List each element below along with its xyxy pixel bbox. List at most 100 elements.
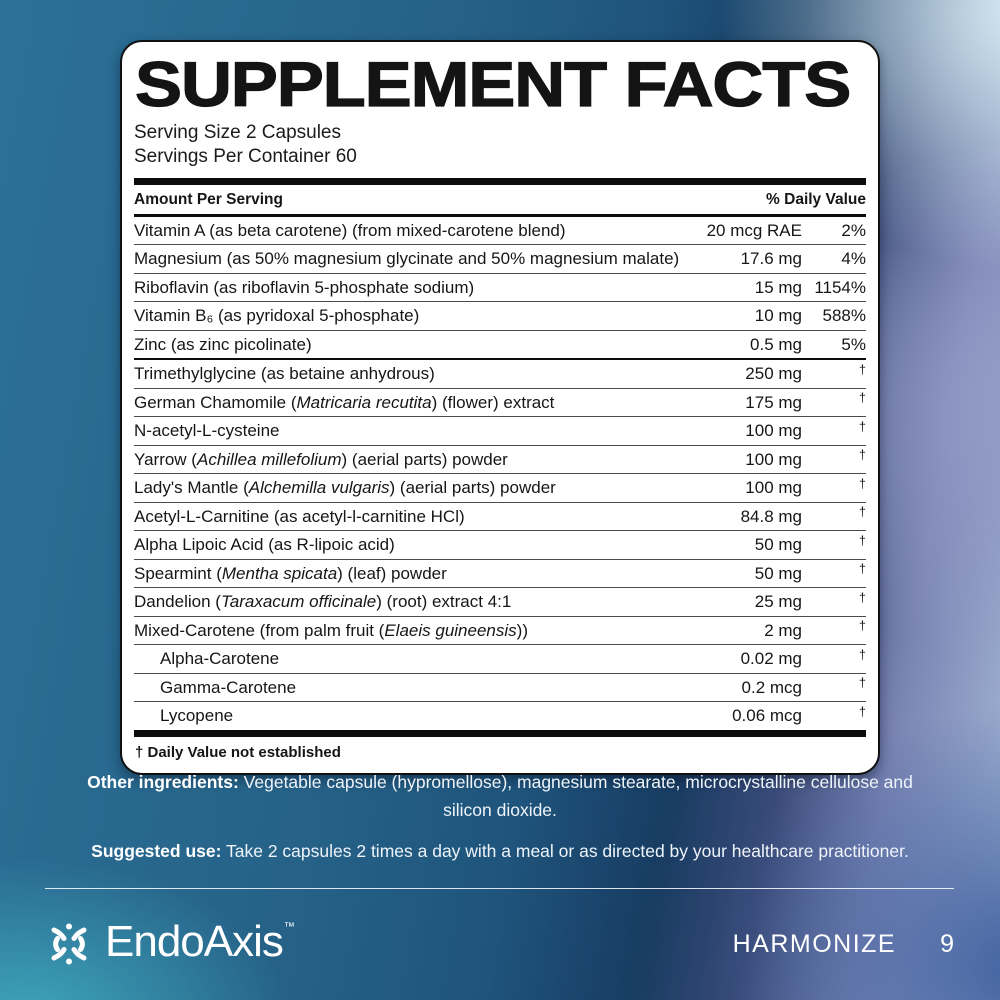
ingredient-dv: † [859,590,866,605]
ingredient-row: Alpha Lipoic Acid (as R-lipoic acid) 50 … [134,531,866,560]
ingredient-name: Riboflavin (as riboflavin 5-phosphate so… [134,277,475,297]
thick-separator-bottom [134,729,866,737]
serving-size-line: Serving Size 2 Capsules [134,122,341,143]
ingredient-amount: 50 mg [754,535,802,555]
ingredient-amount: 250 mg [745,364,802,384]
ingredient-amount: 0.2 mcg [741,677,802,697]
ingredient-amount: 84.8 mg [740,506,802,526]
ingredient-row: Acetyl-L-Carnitine (as acetyl-l-carnitin… [134,503,866,532]
ingredient-row: Lady's Mantle (Alchemilla vulgaris) (aer… [134,474,866,503]
ingredient-dv: † [859,448,866,463]
ingredient-row: Riboflavin (as riboflavin 5-phosphate so… [134,274,866,303]
ingredient-row: Magnesium (as 50% magnesium glycinate an… [134,245,866,274]
ingredient-amount: 25 mg [754,592,802,612]
ingredient-name: German Chamomile (Matricaria recutita) (… [134,392,555,412]
endoaxis-logo: EndoAxis™ [45,917,295,968]
ingredient-name: Vitamin A (as beta carotene) (from mixed… [134,220,566,240]
brand-bar: EndoAxis™ HARMONIZE 9 [45,906,954,982]
ingredient-amount: 20 mcg RAE [706,220,802,240]
ingredient-dv: 4% [841,249,866,269]
ingredient-name: Yarrow (Achillea millefolium) (aerial pa… [134,449,508,469]
footer-divider [45,888,954,889]
amount-header-label: Amount Per Serving [134,190,283,208]
ingredient-name: Trimethylglycine (as betaine anhydrous) [134,364,435,384]
ingredient-dv: † [859,533,866,548]
ingredient-dv: † [859,676,866,691]
servings-per-container-line: Servings Per Container 60 [134,145,357,167]
brand-wordmark: EndoAxis [105,917,284,966]
ingredient-name: Lycopene [160,706,234,726]
ingredient-row: N-acetyl-L-cysteine 100 mg † [134,417,866,446]
suggested-use-body: Take 2 capsules 2 times a day with a mea… [221,841,909,861]
ingredient-row: German Chamomile (Matricaria recutita) (… [134,389,866,418]
ingredient-row: Dandelion (Taraxacum officinale) (root) … [134,588,866,617]
ingredient-name: Alpha-Carotene [160,649,280,669]
ingredient-dv: 2% [841,220,866,240]
ingredient-amount: 0.5 mg [750,334,802,354]
ingredient-name: Magnesium (as 50% magnesium glycinate an… [134,249,680,269]
facts-table-rows: Vitamin A (as beta carotene) (from mixed… [134,217,866,730]
product-number: 9 [940,929,954,958]
ingredient-amount: 50 mg [754,563,802,583]
supplement-facts-panel: SUPPLEMENT FACTS Serving Size 2 Capsules… [120,40,880,775]
daily-value-footnote: † Daily Value not established [135,743,341,761]
ingredient-row: Zinc (as zinc picolinate) 0.5 mg 5% [134,331,866,361]
ingredient-dv: † [859,619,866,634]
thick-separator-top [134,177,866,185]
ingredient-dv: † [859,647,866,662]
ingredient-amount: 2 mg [764,620,802,640]
other-ingredients-text: Other ingredients: Vegetable capsule (hy… [80,768,920,824]
ingredient-amount: 17.6 mg [740,249,802,269]
ingredient-dv: † [859,362,866,377]
ingredient-name: Acetyl-L-Carnitine (as acetyl-l-carnitin… [134,506,465,526]
ingredient-row: Alpha-Carotene 0.02 mg † [134,645,866,674]
ingredient-row: Lycopene 0.06 mcg † [134,702,866,730]
ingredient-dv: 5% [841,334,866,354]
ingredient-name: Zinc (as zinc picolinate) [134,334,312,354]
suggested-use-label: Suggested use: [91,841,222,861]
ingredient-row: Yarrow (Achillea millefolium) (aerial pa… [134,446,866,475]
ingredient-name: Gamma-Carotene [160,677,297,697]
brand-name: EndoAxis™ [105,917,295,966]
ingredient-row: Vitamin B₆ (as pyridoxal 5-phosphate) 10… [134,302,866,331]
ingredient-row: Spearmint (Mentha spicata) (leaf) powder… [134,560,866,589]
ingredient-dv: 1154% [814,277,866,297]
ingredient-name: Alpha Lipoic Acid (as R-lipoic acid) [134,535,395,555]
ingredient-amount: 100 mg [745,421,802,441]
ingredient-name: Mixed-Carotene (from palm fruit (Elaeis … [134,620,528,640]
ingredient-amount: 0.02 mg [740,649,802,669]
ingredient-name: Spearmint (Mentha spicata) (leaf) powder [134,563,447,583]
ingredient-amount: 0.06 mcg [732,706,802,726]
facts-header-row: Amount Per Serving % Daily Value [134,185,866,217]
ingredient-name: Vitamin B₆ (as pyridoxal 5-phosphate) [134,306,420,326]
ingredient-name: N-acetyl-L-cysteine [134,421,280,441]
other-ingredients-label: Other ingredients: [87,772,239,792]
ingredient-dv: † [859,562,866,577]
ingredient-dv: 588% [822,306,866,326]
ingredient-dv: † [859,704,866,719]
ingredient-amount: 175 mg [745,392,802,412]
ingredient-name: Dandelion (Taraxacum officinale) (root) … [134,592,512,612]
endoaxis-asterisk-icon [51,923,87,965]
ingredient-dv: † [859,391,866,406]
daily-value-header-label: % Daily Value [766,190,866,208]
ingredient-row: Mixed-Carotene (from palm fruit (Elaeis … [134,617,866,646]
ingredient-dv: † [859,505,866,520]
ingredient-dv: † [859,419,866,434]
ingredient-amount: 100 mg [745,478,802,498]
ingredient-row: Trimethylglycine (as betaine anhydrous) … [134,360,866,389]
product-line-name: HARMONIZE [732,929,897,958]
ingredient-amount: 10 mg [754,306,802,326]
other-ingredients-body: Vegetable capsule (hypromellose), magnes… [238,772,913,820]
panel-title: SUPPLEMENT FACTS [134,50,852,120]
suggested-use-text: Suggested use: Take 2 capsules 2 times a… [40,841,960,862]
ingredient-amount: 100 mg [745,449,802,469]
ingredient-amount: 15 mg [754,277,802,297]
ingredient-dv: † [859,476,866,491]
product-lockup: HARMONIZE 9 [733,930,954,959]
trademark-symbol: ™ [283,921,295,933]
ingredient-row: Vitamin A (as beta carotene) (from mixed… [134,217,866,246]
ingredient-name: Lady's Mantle (Alchemilla vulgaris) (aer… [134,478,556,498]
ingredient-row: Gamma-Carotene 0.2 mcg † [134,674,866,703]
